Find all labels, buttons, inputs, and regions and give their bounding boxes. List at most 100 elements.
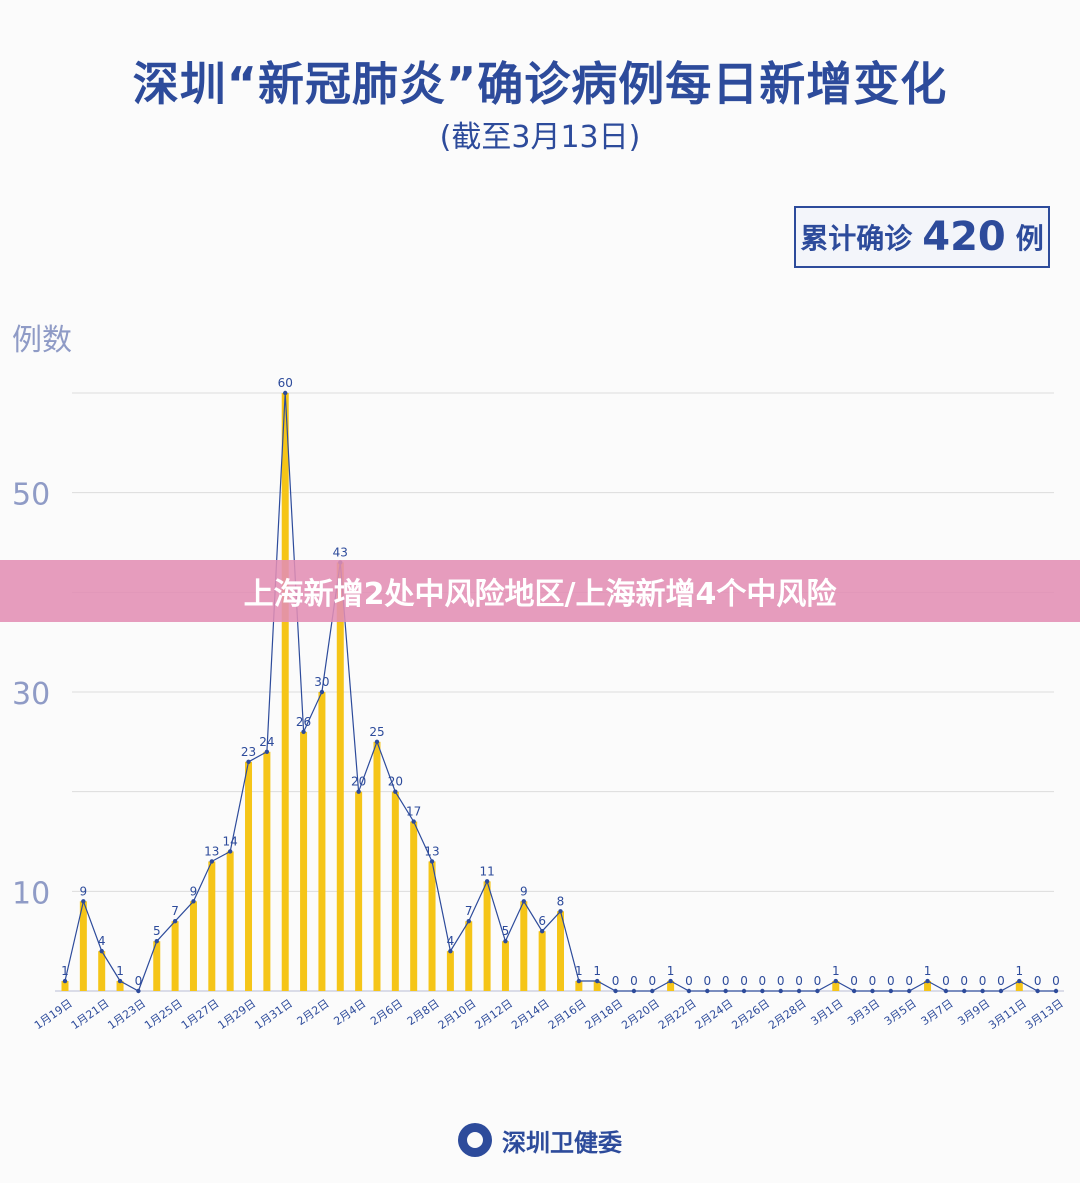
data-label: 0 <box>740 974 748 988</box>
data-label: 6 <box>538 914 546 928</box>
data-point <box>650 988 655 994</box>
data-point <box>81 899 86 904</box>
total-label: 累计确诊 <box>800 222 913 255</box>
bar <box>1015 981 1023 991</box>
news-banner-text[interactable]: 上海新增2处中风险地区/上海新增4个中风险 <box>243 577 837 612</box>
data-point <box>209 859 215 864</box>
bar <box>79 901 87 991</box>
data-label: 0 <box>905 974 913 988</box>
data-point <box>117 978 123 984</box>
data-label: 11 <box>479 864 494 878</box>
data-point <box>576 978 582 984</box>
bar <box>373 741 381 991</box>
data-point <box>227 849 233 854</box>
data-point <box>998 988 1004 994</box>
data-label: 1 <box>575 964 583 978</box>
data-point <box>796 988 802 994</box>
data-point <box>888 988 894 994</box>
bar <box>557 911 564 991</box>
data-label: 24 <box>259 735 274 749</box>
data-point <box>760 988 765 994</box>
data-point <box>246 759 251 764</box>
data-label: 20 <box>351 775 366 789</box>
data-label: 20 <box>388 775 403 789</box>
data-point <box>154 938 159 944</box>
bar <box>318 692 326 991</box>
data-label: 1 <box>1015 964 1023 978</box>
bar <box>483 881 491 991</box>
bar <box>153 941 161 991</box>
x-tick-label: 2月24日 <box>693 997 736 1032</box>
data-label: 0 <box>722 974 730 988</box>
health-commission-seal-icon <box>458 1123 492 1157</box>
bar <box>263 751 271 991</box>
bar <box>189 901 197 991</box>
data-label: 1 <box>924 964 932 978</box>
data-label: 0 <box>960 974 968 988</box>
data-point <box>723 988 728 994</box>
data-label: 23 <box>241 745 256 759</box>
data-label: 0 <box>887 974 895 988</box>
data-label: 7 <box>171 904 179 918</box>
data-label: 1 <box>593 964 601 978</box>
data-label: 1 <box>61 964 69 978</box>
x-tick-label: 2月14日 <box>509 997 552 1032</box>
footer-org: 深圳卫健委 <box>0 1118 1080 1162</box>
bar <box>446 951 454 991</box>
bar <box>300 731 308 991</box>
data-point <box>705 988 710 994</box>
bar <box>538 931 546 991</box>
x-tick-label: 2月2日 <box>295 997 332 1028</box>
data-point <box>448 948 453 954</box>
x-tick-label: 2月26日 <box>729 997 772 1032</box>
bar <box>465 921 473 991</box>
y-tick-label: 30 <box>12 677 50 712</box>
x-tick-label: 2月22日 <box>656 997 699 1032</box>
bar <box>832 981 840 991</box>
data-label: 0 <box>869 974 877 988</box>
x-tick-label: 1月27日 <box>179 997 222 1032</box>
data-label: 14 <box>223 834 238 848</box>
y-axis-label: 例数 <box>12 323 72 358</box>
data-label: 0 <box>814 974 822 988</box>
data-label: 25 <box>369 725 384 739</box>
data-point <box>668 978 673 984</box>
data-point <box>1035 988 1040 994</box>
y-tick-label: 10 <box>12 876 50 911</box>
data-point <box>136 988 141 994</box>
total-value: 420 <box>922 214 1006 260</box>
x-tick-label: 3月3日 <box>845 997 882 1028</box>
data-label: 5 <box>502 924 510 938</box>
x-tick-label: 1月23日 <box>105 997 148 1032</box>
bar <box>226 851 234 991</box>
data-label: 30 <box>314 675 329 689</box>
data-label: 0 <box>777 974 785 988</box>
data-label: 13 <box>204 844 219 858</box>
bar <box>116 981 124 991</box>
data-label: 1 <box>832 964 840 978</box>
chart-subtitle: (截至3月13日) <box>439 120 641 155</box>
x-tick-label: 3月7日 <box>919 997 956 1028</box>
x-tick-label: 2月10日 <box>436 997 479 1032</box>
bar <box>208 861 216 991</box>
data-label: 7 <box>465 904 473 918</box>
data-point <box>356 789 361 794</box>
data-point <box>319 689 325 695</box>
bar <box>61 981 69 991</box>
x-tick-label: 2月6日 <box>368 997 405 1028</box>
bar <box>336 562 344 991</box>
total-unit: 例 <box>1015 222 1044 255</box>
x-tick-label: 2月4日 <box>331 997 368 1028</box>
data-label: 4 <box>98 934 106 948</box>
x-tick-label: 1月21日 <box>69 997 112 1032</box>
data-point <box>191 899 196 904</box>
data-point <box>466 919 471 924</box>
data-point <box>99 948 104 954</box>
data-point <box>925 978 930 984</box>
bar <box>245 761 253 991</box>
x-tick-label: 3月11日 <box>986 997 1029 1032</box>
news-banner[interactable]: 上海新增2处中风险地区/上海新增4个中风险 <box>0 560 1080 622</box>
x-tick-label: 2月12日 <box>472 997 515 1032</box>
bar <box>667 981 675 991</box>
data-point <box>264 749 270 754</box>
